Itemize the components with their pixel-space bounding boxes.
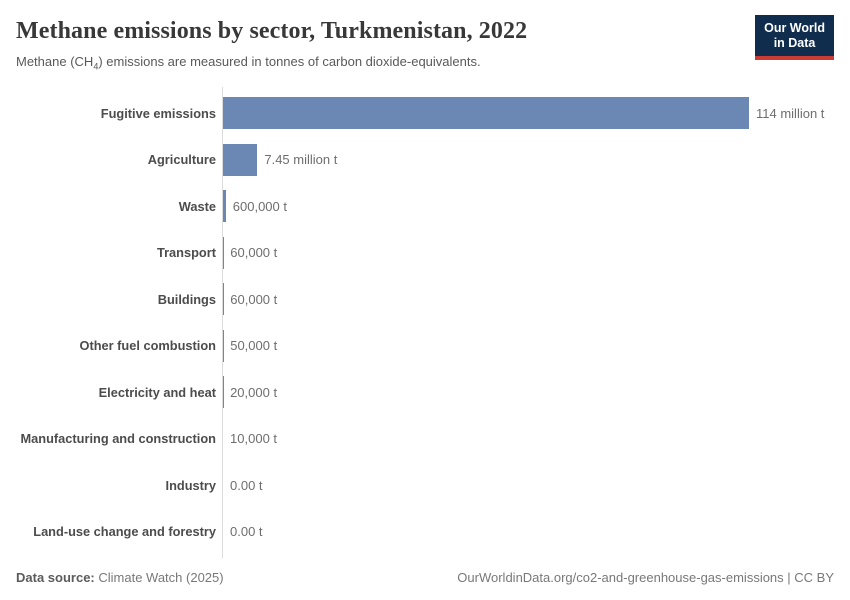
value-label: 60,000 t: [230, 291, 278, 307]
value-label: 600,000 t: [232, 198, 287, 214]
bar-zone: 60,000 t: [223, 236, 850, 269]
owid-logo-line1: Our World: [764, 21, 825, 35]
category-label: Agriculture: [147, 152, 216, 168]
bar[interactable]: [223, 190, 226, 223]
bar-zone: 0.00 t: [223, 469, 850, 501]
bar-row: Electricity and heat 20,000 t: [0, 369, 850, 416]
category-label: Fugitive emissions: [100, 105, 216, 121]
data-source-value: Climate Watch (2025): [94, 570, 224, 585]
bar-zone: 60,000 t: [223, 283, 850, 316]
value-label: 60,000 t: [230, 245, 278, 261]
data-source: Data source: Climate Watch (2025): [16, 570, 224, 585]
chart-subtitle: Methane (CH4) emissions are measured in …: [16, 54, 834, 72]
bar-row: Buildings 60,000 t: [0, 276, 850, 323]
subtitle-text-prefix: Methane (CH: [16, 54, 94, 69]
bar-zone: 0.00 t: [223, 516, 850, 548]
credit-link[interactable]: OurWorldinData.org/co2-and-greenhouse-ga…: [457, 570, 834, 585]
category-label: Buildings: [157, 291, 216, 307]
category-label: Land-use change and forestry: [33, 524, 216, 540]
category-label: Other fuel combustion: [79, 338, 216, 354]
bar[interactable]: [223, 97, 749, 130]
y-axis-line: [222, 87, 223, 558]
category-label: Transport: [156, 245, 216, 261]
value-label: 114 million t: [756, 105, 825, 121]
bar-zone: 10,000 t: [223, 422, 850, 455]
value-label: 50,000 t: [230, 338, 278, 354]
subtitle-subscript: 4: [93, 61, 99, 72]
bar-zone: 114 million t: [223, 97, 850, 130]
chart-header: Methane emissions by sector, Turkmenista…: [0, 0, 850, 88]
bar-row: Land-use change and forestry 0.00 t: [0, 509, 850, 556]
category-label: Waste: [178, 198, 216, 214]
value-label: 0.00 t: [230, 477, 263, 493]
bar-row: Other fuel combustion 50,000 t: [0, 323, 850, 370]
bar-zone: 7.45 million t: [223, 143, 850, 176]
bar-zone: 20,000 t: [223, 376, 850, 409]
category-label: Manufacturing and construction: [20, 431, 216, 447]
value-label: 10,000 t: [230, 431, 278, 447]
bar[interactable]: [223, 143, 258, 176]
category-label: Electricity and heat: [98, 384, 216, 400]
bar-zone: 50,000 t: [223, 329, 850, 362]
value-label: 20,000 t: [230, 384, 278, 400]
bar-zone: 600,000 t: [223, 190, 850, 223]
page-title: Methane emissions by sector, Turkmenista…: [16, 18, 528, 44]
bar-row: Industry 0.00 t: [0, 462, 850, 509]
chart-footer: Data source: Climate Watch (2025) OurWor…: [16, 570, 834, 585]
bar-row: Transport 60,000 t: [0, 230, 850, 277]
value-label: 7.45 million t: [264, 152, 338, 168]
bar-row: Manufacturing and construction 10,000 t: [0, 416, 850, 463]
subtitle-text-suffix: ) emissions are measured in tonnes of ca…: [98, 54, 481, 69]
value-label: 0.00 t: [230, 524, 263, 540]
data-source-label: Data source:: [16, 570, 95, 585]
category-label: Industry: [165, 477, 216, 493]
bar-row: Agriculture 7.45 million t: [0, 137, 850, 184]
bar-chart: Fugitive emissions 114 million t Agricultu…: [0, 87, 850, 558]
bar-row: Waste 600,000 t: [0, 183, 850, 230]
owid-logo-line2: in Data: [773, 36, 816, 50]
bar-row: Fugitive emissions 114 million t: [0, 90, 850, 137]
owid-logo[interactable]: Our World in Data: [755, 15, 834, 60]
